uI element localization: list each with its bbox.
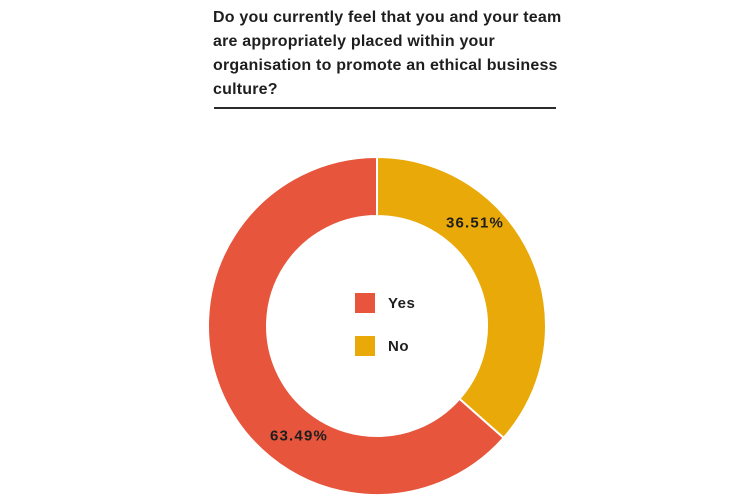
legend-item-yes[interactable]: Yes (355, 293, 415, 313)
title-divider-rule (214, 107, 556, 109)
donut-chart-svg (207, 156, 547, 496)
chart-title-line-2: are appropriately placed within your (213, 33, 495, 50)
slice-value-label-yes: 63.49% (269, 427, 329, 445)
legend-swatch-no (355, 336, 375, 356)
chart-title: Do you currently feel that you and your … (213, 6, 561, 102)
chart-title-line-4: culture? (213, 81, 278, 98)
chart-title-line-1: Do you currently feel that you and your … (213, 9, 562, 26)
chart-title-line-3: organisation to promote an ethical busin… (213, 57, 558, 74)
legend-item-no[interactable]: No (355, 336, 415, 356)
pie-slice-yes[interactable] (207, 156, 506, 496)
slice-value-label-no: 36.51% (445, 214, 505, 232)
legend-swatch-yes (355, 293, 375, 313)
chart-legend: Yes No (355, 293, 415, 356)
pie-slice-no[interactable] (376, 156, 547, 440)
legend-label-no: No (388, 337, 409, 355)
legend-label-yes: Yes (388, 294, 416, 312)
donut-chart (207, 156, 547, 496)
